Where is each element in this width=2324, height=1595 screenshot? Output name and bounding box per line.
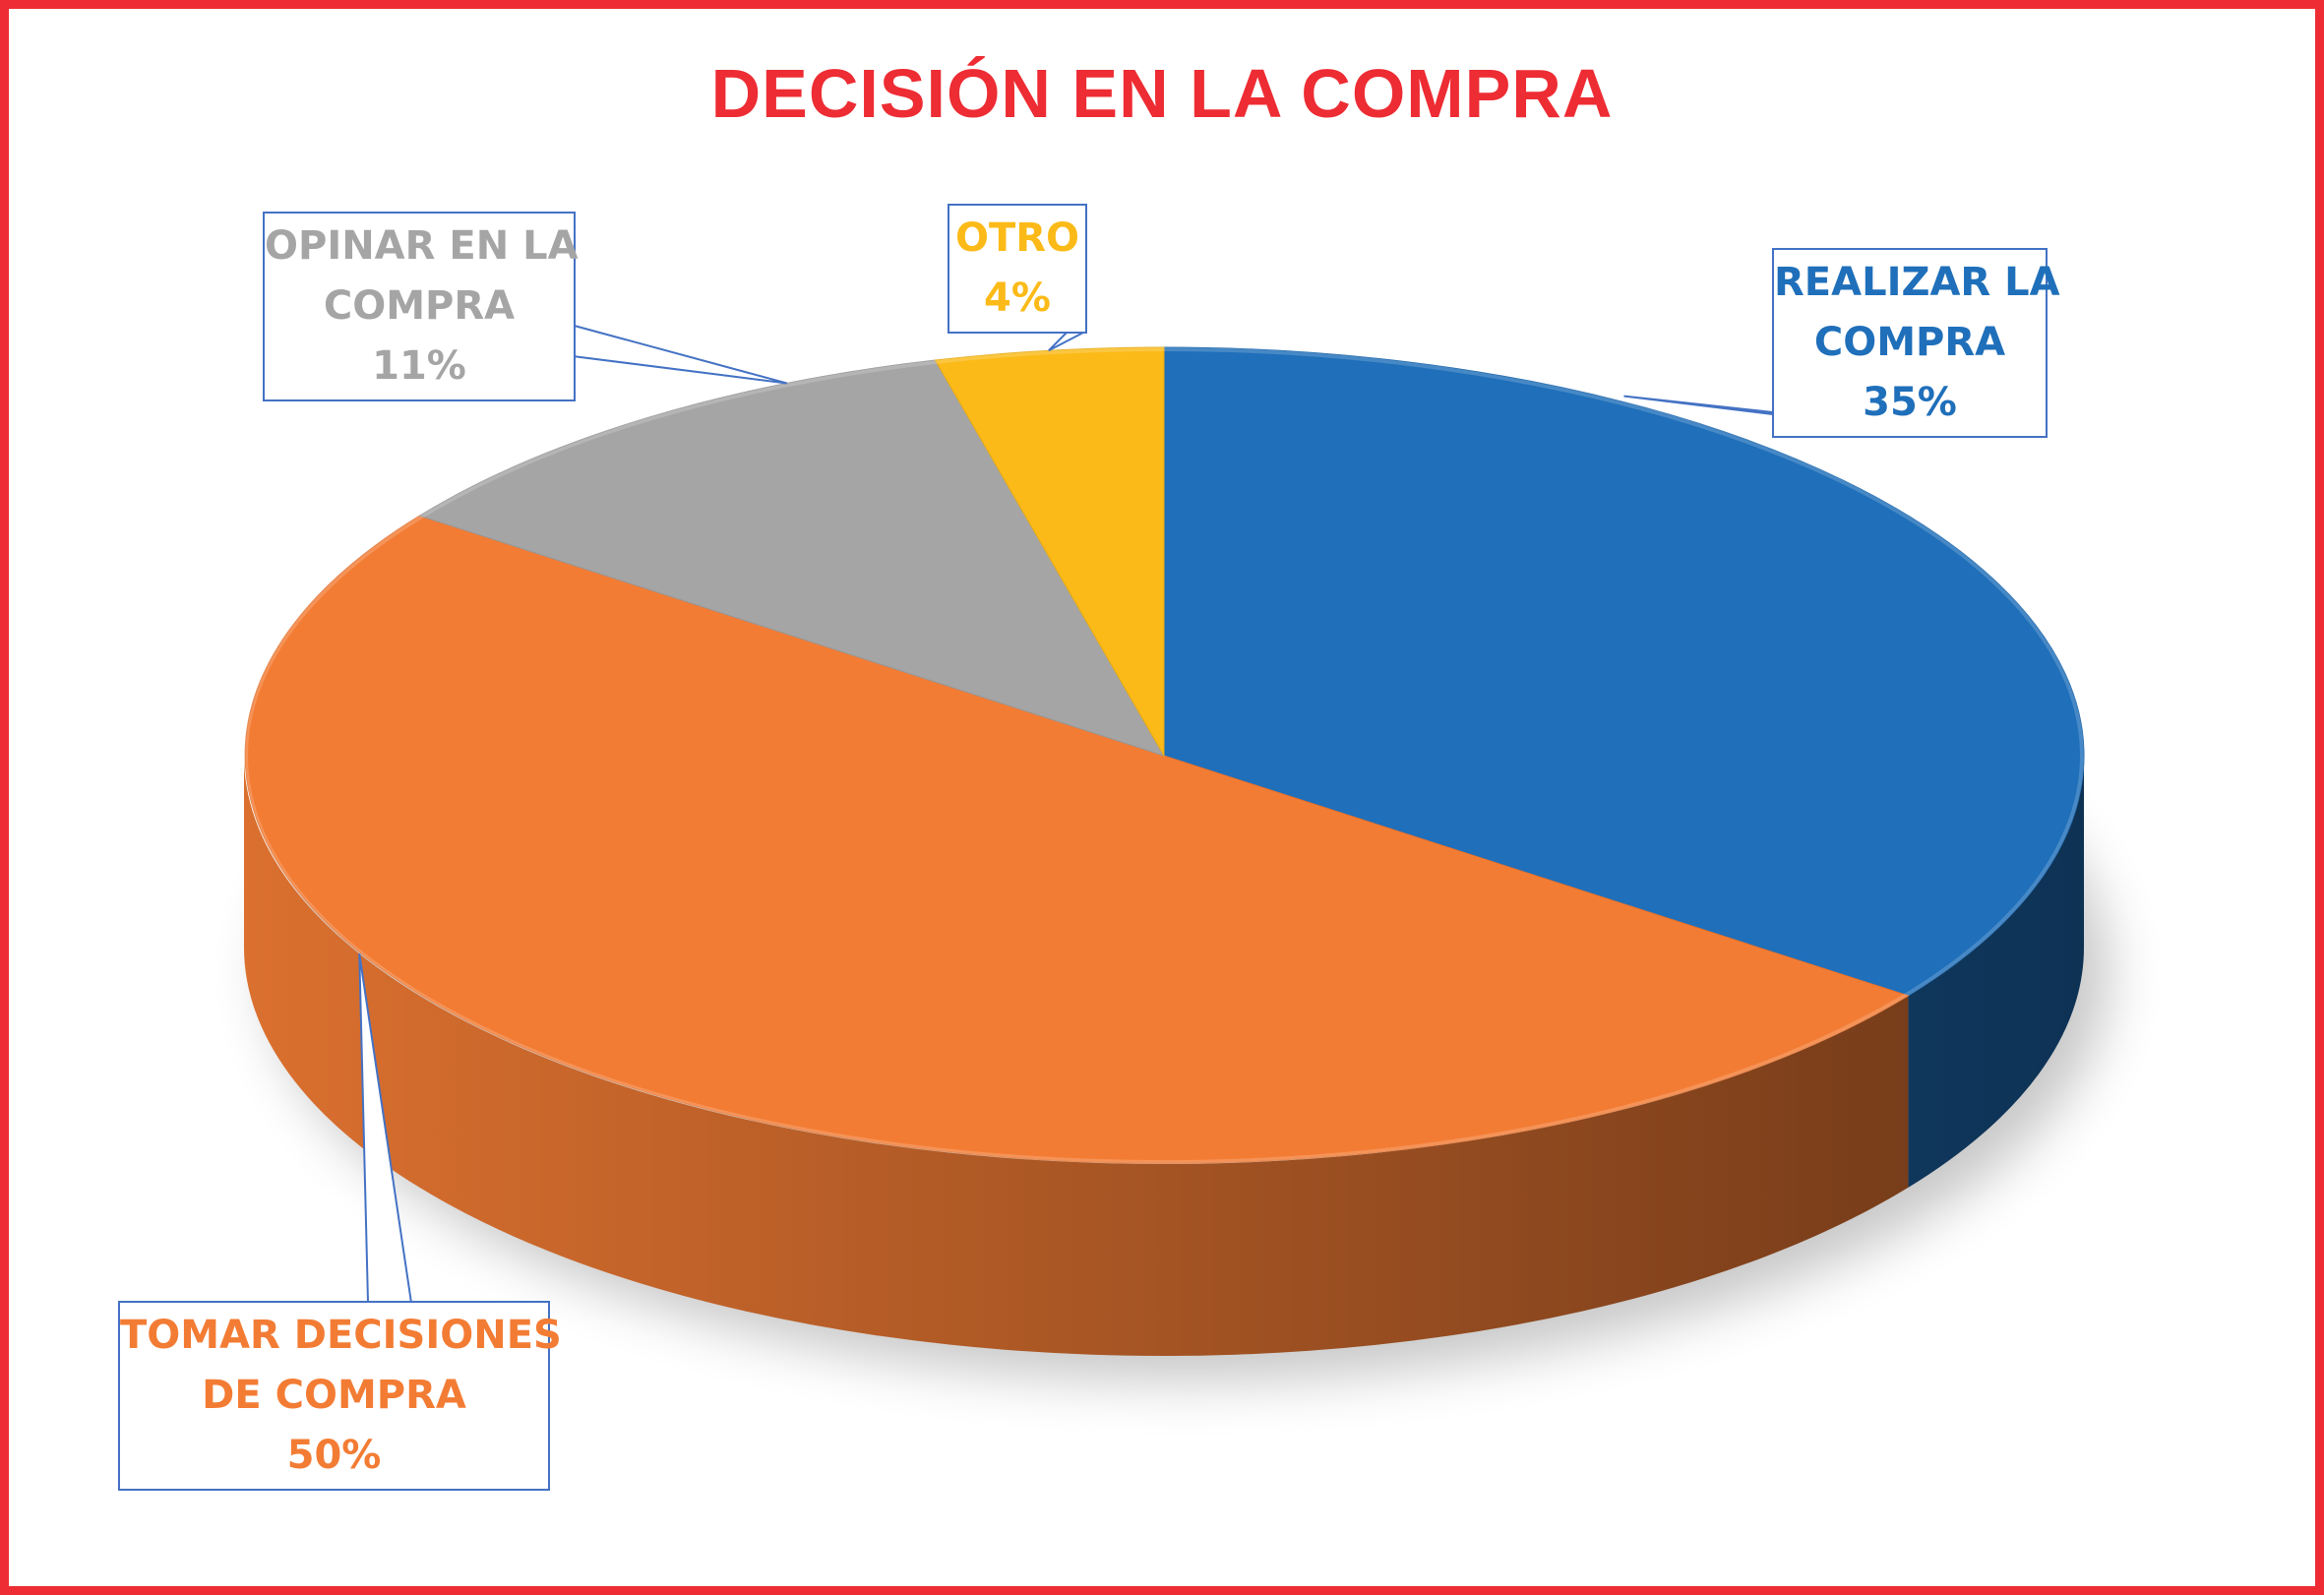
label-line: 50% — [286, 1433, 382, 1478]
label-line: COMPRA — [1813, 320, 2006, 365]
pie-slice-1 — [244, 515, 1910, 1164]
label-line: 4% — [984, 276, 1051, 321]
label-line: DE COMPRA — [202, 1373, 466, 1418]
label-callout-1 — [358, 953, 412, 1304]
label-line: REALIZAR LA — [1774, 260, 2060, 305]
slice-side-0 — [1908, 756, 2084, 1188]
label-line: 11% — [372, 343, 466, 389]
label-line: OTRO — [954, 215, 1080, 261]
pie-rim — [244, 347, 2084, 1164]
label-callout-2 — [570, 324, 787, 385]
data-label-opinar-en-la-compra: OPINAR EN LA COMPRA 11% — [263, 212, 579, 401]
chart-title: DECISIÓN EN LA COMPRA — [710, 55, 1614, 132]
data-label-otro: OTRO 4% — [948, 204, 1087, 334]
label-line: COMPRA — [323, 283, 516, 329]
data-label-realizar-la-compra: REALIZAR LA COMPRA 35% — [1772, 248, 2060, 438]
label-line: OPINAR EN LA — [265, 223, 579, 269]
pie-slice-2 — [418, 359, 1166, 757]
label-line: 35% — [1863, 380, 1957, 425]
label-callout-3 — [1048, 331, 1086, 352]
label-line: TOMAR DECISIONES — [120, 1313, 562, 1358]
data-label-tomar-decisiones-de-compra: TOMAR DECISIONES DE COMPRA 50% — [118, 1301, 562, 1491]
pie-slice-0 — [1163, 346, 2085, 997]
slice-side-1 — [244, 756, 1909, 1356]
